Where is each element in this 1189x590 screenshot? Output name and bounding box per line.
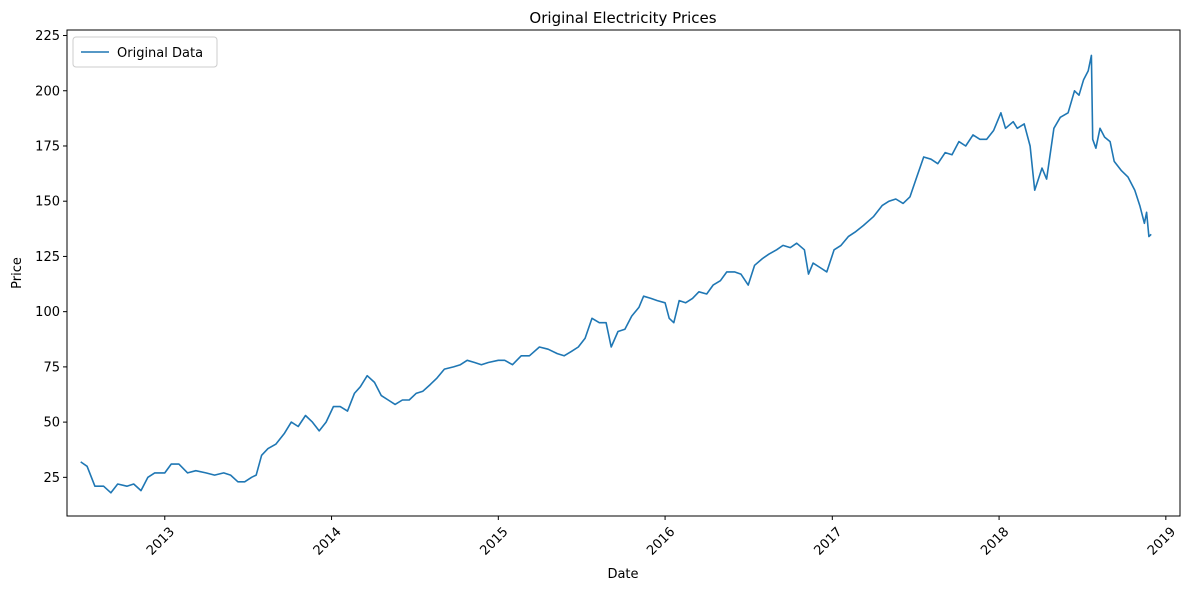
x-tick-label: 2019	[1145, 525, 1179, 559]
y-axis-label: Price	[10, 257, 25, 289]
x-tick-label: 2014	[311, 525, 345, 559]
y-tick-label: 50	[43, 416, 60, 431]
y-tick-label: 100	[35, 305, 60, 320]
legend: Original Data	[72, 36, 218, 68]
x-axis-ticks: 2013 2014 2015 2016 2017 2018 2019	[144, 516, 1179, 559]
chart-title: Original Electricity Prices	[529, 9, 716, 27]
y-tick-label: 175	[35, 139, 60, 154]
x-tick-label: 2017	[811, 525, 845, 559]
x-tick-label: 2015	[477, 525, 511, 559]
x-tick-label: 2013	[144, 525, 178, 559]
plot-area	[80, 54, 1152, 494]
y-tick-label: 75	[43, 360, 60, 375]
y-axis-ticks: 25 50 75 100 125 150 175 200 225	[35, 29, 67, 486]
legend-box	[72, 36, 218, 68]
plot-frame	[66, 29, 1181, 517]
x-axis-label: Date	[607, 567, 638, 582]
y-tick-label: 150	[35, 195, 60, 210]
y-tick-label: 125	[35, 250, 60, 265]
y-tick-label: 25	[43, 471, 60, 486]
x-tick-label: 2018	[978, 525, 1012, 559]
x-tick-label: 2016	[644, 525, 678, 559]
legend-label: Original Data	[117, 46, 203, 61]
series-line-0	[80, 54, 1152, 494]
y-tick-label: 200	[35, 84, 60, 99]
y-tick-label: 225	[35, 29, 60, 44]
